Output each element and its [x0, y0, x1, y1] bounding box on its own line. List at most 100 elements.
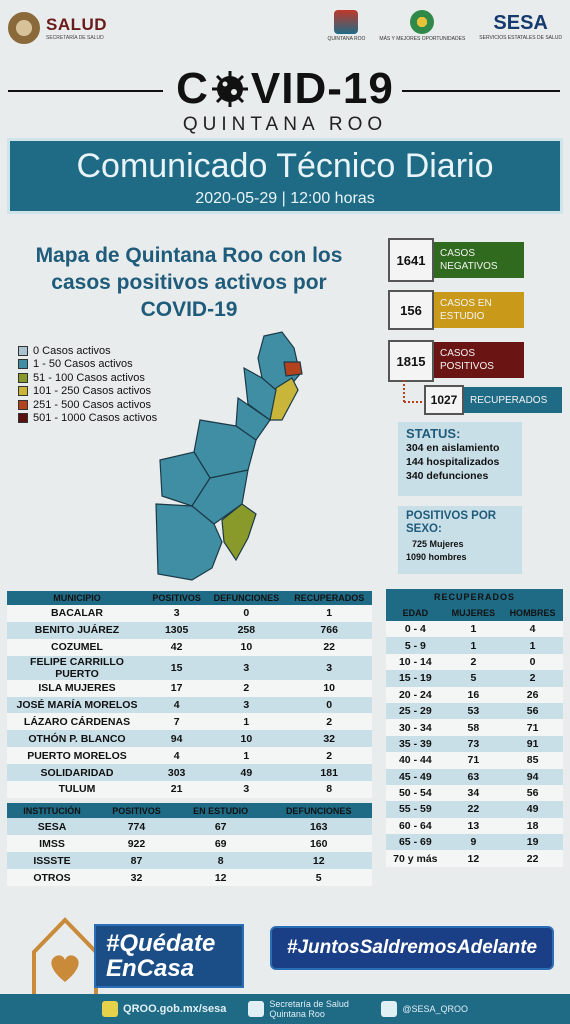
- negativos-value: 1641: [388, 238, 434, 282]
- table-row: PUERTO MORELOS 4 1 2: [7, 747, 372, 765]
- table-row: 60 - 64 13 18: [386, 817, 563, 835]
- quintana-roo-map: [155, 331, 303, 581]
- estudio-label: CASOS EN ESTUDIO: [434, 292, 524, 328]
- table-header-row: INSTITUCIÓN POSITIVOS EN ESTUDIO DEFUNCI…: [7, 803, 372, 818]
- table-row: 10 - 14 2 0: [386, 653, 563, 671]
- legend-item: 51 - 100 Casos activos: [18, 371, 157, 385]
- table-row: 50 - 54 34 56: [386, 784, 563, 802]
- daily-report-banner: Comunicado Técnico Diario 2020-05-29 | 1…: [7, 138, 563, 214]
- juntos-saldremos-badge: #JuntosSaldremosAdelante: [270, 926, 554, 970]
- table-row: 30 - 34 58 71: [386, 719, 563, 736]
- municipios-table: MUNICIPIO POSITIVOS DEFUNCIONES RECUPERA…: [7, 591, 372, 798]
- footer-website[interactable]: QROO.gob.mx/sesa: [102, 1001, 226, 1017]
- col-header: MUNICIPIO: [7, 591, 147, 605]
- title-divider-left: [8, 90, 163, 92]
- map-region-othon-coast: [221, 503, 257, 562]
- table-row: COZUMEL 42 10 22: [7, 638, 372, 656]
- legend-item: 251 - 500 Casos activos: [18, 398, 157, 412]
- col-header: HOMBRES: [502, 605, 563, 621]
- table-header-row: MUNICIPIO POSITIVOS DEFUNCIONES RECUPERA…: [7, 591, 372, 605]
- table-row: ISLA MUJERES 17 2 10: [7, 679, 372, 697]
- col-header: POSITIVOS: [147, 591, 207, 605]
- palm-tree-icon: [410, 10, 435, 34]
- positivos-label: CASOS POSITIVOS: [434, 342, 524, 378]
- mas-oportunidades-logo: MÁS Y MEJORES OPORTUNIDADES: [379, 10, 465, 42]
- status-aislamiento: 304 en aislamiento: [406, 442, 500, 454]
- recuperados-title: RECUPERADOS: [386, 589, 563, 605]
- table-row: 20 - 24 16 26: [386, 686, 563, 703]
- table-row: OTHÓN P. BLANCO 94 10 32: [7, 730, 372, 748]
- map-region-othon: [155, 503, 223, 581]
- header-bar: SALUD SECRETARÍA DE SALUD QUINTANA ROO M…: [0, 0, 570, 62]
- legend-item: 101 - 250 Casos activos: [18, 385, 157, 399]
- positivos-stat: 1815 CASOS POSITIVOS: [388, 340, 524, 382]
- map-title: Mapa de Quintana Roo con los casos posit…: [35, 244, 343, 321]
- legend-swatch: [18, 345, 28, 356]
- table-row: SESA 774 67 163: [7, 818, 372, 835]
- table-row: 40 - 44 71 85: [386, 752, 563, 769]
- legend-swatch: [18, 359, 28, 370]
- quintana-roo-subtitle: QUINTANA ROO: [182, 114, 388, 135]
- legend-swatch: [18, 413, 28, 424]
- instituciones-table: INSTITUCIÓN POSITIVOS EN ESTUDIO DEFUNCI…: [7, 803, 372, 886]
- salud-title: SALUD: [46, 15, 108, 34]
- table-row: BACALAR 3 0 1: [7, 605, 372, 622]
- footer-twitter[interactable]: @SESA_QROO: [381, 1001, 468, 1017]
- legend-item: 1 - 50 Casos activos: [18, 358, 157, 372]
- table-row: SOLIDARIDAD 303 49 181: [7, 764, 372, 782]
- col-header: EN ESTUDIO: [175, 803, 266, 818]
- table-row: OTROS 32 12 5: [7, 869, 372, 886]
- legend-item: 0 Casos activos: [18, 344, 157, 358]
- status-box: STATUS: 304 en aislamiento 144 hospitali…: [398, 422, 522, 496]
- footer-bar: QROO.gob.mx/sesa Secretaría de Salud Qui…: [0, 994, 570, 1024]
- table-header-row: EDAD MUJERES HOMBRES: [386, 605, 563, 621]
- col-header: EDAD: [386, 605, 445, 621]
- banner-date: 2020-05-29 | 12:00 horas: [195, 190, 375, 207]
- table-row: BENITO JUÁREZ 1305 258 766: [7, 621, 372, 639]
- quedate-en-casa-badge: #Quédate EnCasa: [30, 912, 250, 1004]
- legend-swatch: [18, 399, 28, 410]
- col-header: DEFUNCIONES: [206, 591, 287, 605]
- table-row: LÁZARO CÁRDENAS 7 1 2: [7, 713, 372, 731]
- sesa-logo: SESA SERVICIOS ESTATALES DE SALUD: [479, 12, 562, 41]
- table-row: FELIPE CARRILLO PUERTO 15 3 3: [7, 655, 372, 680]
- status-title: STATUS:: [406, 426, 461, 441]
- map-region-lazaro: [243, 366, 277, 422]
- table-row: 70 y más 12 22: [386, 850, 563, 867]
- government-logos: QUINTANA ROO MÁS Y MEJORES OPORTUNIDADES…: [327, 10, 562, 42]
- map-legend: 0 Casos activos 1 - 50 Casos activos 51 …: [18, 344, 157, 425]
- sesa-title: SESA: [493, 11, 548, 34]
- virus-icon: [211, 71, 248, 107]
- col-header: DEFUNCIONES: [265, 803, 372, 818]
- table-row: 65 - 69 9 19: [386, 834, 563, 851]
- estudio-value: 156: [388, 290, 434, 330]
- legend-item: 501 - 1000 Casos activos: [18, 412, 157, 426]
- recuperados-label: RECUPERADOS: [464, 387, 562, 413]
- map-region-benito-juarez: [283, 361, 303, 377]
- banner-title: Comunicado Técnico Diario: [76, 147, 494, 185]
- title-divider-right: [402, 90, 560, 92]
- sexo-box: POSITIVOS POR SEXO: 725 Mujeres 1090 hom…: [398, 506, 522, 574]
- facebook-icon: [248, 1001, 265, 1017]
- sexo-hombres: 1090 hombres: [406, 552, 467, 562]
- col-header: RECUPERADOS: [286, 591, 372, 605]
- table-row: IMSS 922 69 160: [7, 835, 372, 852]
- table-row: 45 - 49 63 94: [386, 768, 563, 785]
- legend-swatch: [18, 386, 28, 397]
- qroo-web-icon: [102, 1001, 119, 1017]
- house-heart-icon: [32, 917, 98, 1000]
- col-header: MUJERES: [444, 605, 503, 621]
- status-defunciones: 340 defunciones: [406, 470, 489, 482]
- positivos-value: 1815: [388, 340, 434, 382]
- quintana-roo-crest-icon: [334, 10, 359, 34]
- col-header: INSTITUCIÓN: [7, 803, 97, 818]
- table-row: TULUM 21 3 8: [7, 781, 372, 798]
- table-row: ISSSTE 87 8 12: [7, 852, 372, 869]
- twitter-icon: [381, 1001, 398, 1017]
- sesa-subtitle: SERVICIOS ESTATALES DE SALUD: [479, 34, 562, 41]
- mexico-seal-icon: [8, 12, 40, 44]
- negativos-label: CASOS NEGATIVOS: [434, 242, 524, 278]
